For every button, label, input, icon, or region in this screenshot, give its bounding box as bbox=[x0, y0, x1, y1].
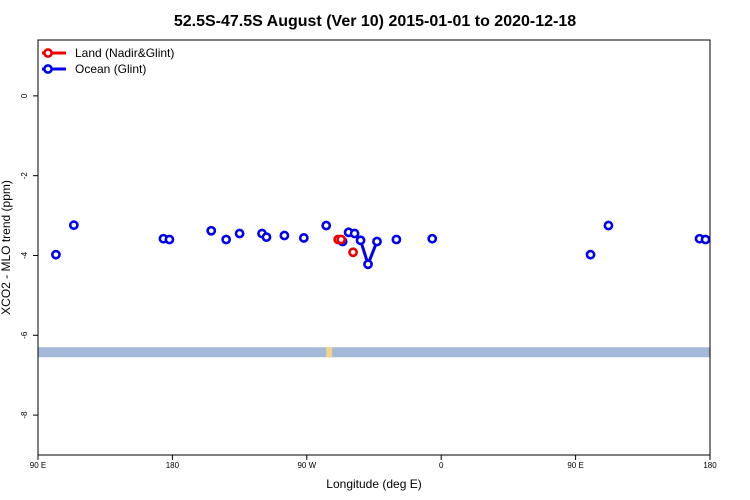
data-point bbox=[321, 220, 332, 231]
data-point bbox=[164, 234, 175, 245]
data-point bbox=[585, 249, 596, 260]
axes: 90 E 180 90 W 0 90 E 180 0 -2 -4 -6 -8 bbox=[20, 93, 717, 470]
data-points bbox=[51, 220, 711, 270]
data-point bbox=[336, 234, 347, 245]
y-tick-label: -6 bbox=[20, 331, 29, 339]
x-tick-label: 180 bbox=[703, 461, 717, 470]
data-point bbox=[700, 234, 711, 245]
x-axis-label: Longitude (deg E) bbox=[326, 477, 421, 491]
y-tick-label: 0 bbox=[20, 93, 29, 98]
data-point bbox=[234, 228, 245, 239]
x-tick-label: 0 bbox=[439, 461, 444, 470]
y-axis-label: XCO2 - MLO trend (ppm) bbox=[0, 180, 13, 315]
data-point bbox=[206, 225, 217, 236]
data-point bbox=[221, 234, 232, 245]
landmask-strip bbox=[38, 347, 710, 358]
data-point bbox=[261, 232, 272, 243]
x-tick-label: 180 bbox=[166, 461, 180, 470]
data-point bbox=[348, 247, 358, 258]
y-tick-label: -2 bbox=[20, 172, 29, 180]
data-point bbox=[391, 234, 402, 245]
data-point bbox=[363, 259, 373, 270]
data-point bbox=[51, 249, 61, 260]
plot-frame bbox=[37, 39, 711, 456]
land-patch bbox=[326, 347, 333, 358]
x-tick-label: 90 E bbox=[567, 461, 583, 470]
y-tick-label: -8 bbox=[20, 411, 29, 419]
data-point bbox=[349, 228, 360, 239]
data-point bbox=[298, 233, 309, 243]
legend-marker bbox=[43, 64, 53, 74]
data-point bbox=[355, 235, 366, 246]
data-point bbox=[279, 230, 290, 241]
data-point bbox=[68, 220, 79, 231]
legend-label: Land (Nadir&Glint) bbox=[75, 46, 174, 60]
x-tick-label: 90 W bbox=[297, 461, 316, 470]
legend-marker bbox=[43, 48, 53, 58]
ocean-band bbox=[38, 347, 710, 358]
data-point bbox=[603, 220, 614, 231]
legend-label: Ocean (Glint) bbox=[75, 62, 146, 76]
data-point bbox=[372, 236, 382, 247]
y-tick-label: -4 bbox=[20, 251, 29, 259]
chart-title: 52.5S-47.5S August (Ver 10) 2015-01-01 t… bbox=[174, 13, 576, 30]
legend: Land (Nadir&Glint) Ocean (Glint) bbox=[42, 46, 174, 76]
data-point bbox=[427, 233, 438, 244]
x-tick-label: 90 E bbox=[30, 461, 46, 470]
